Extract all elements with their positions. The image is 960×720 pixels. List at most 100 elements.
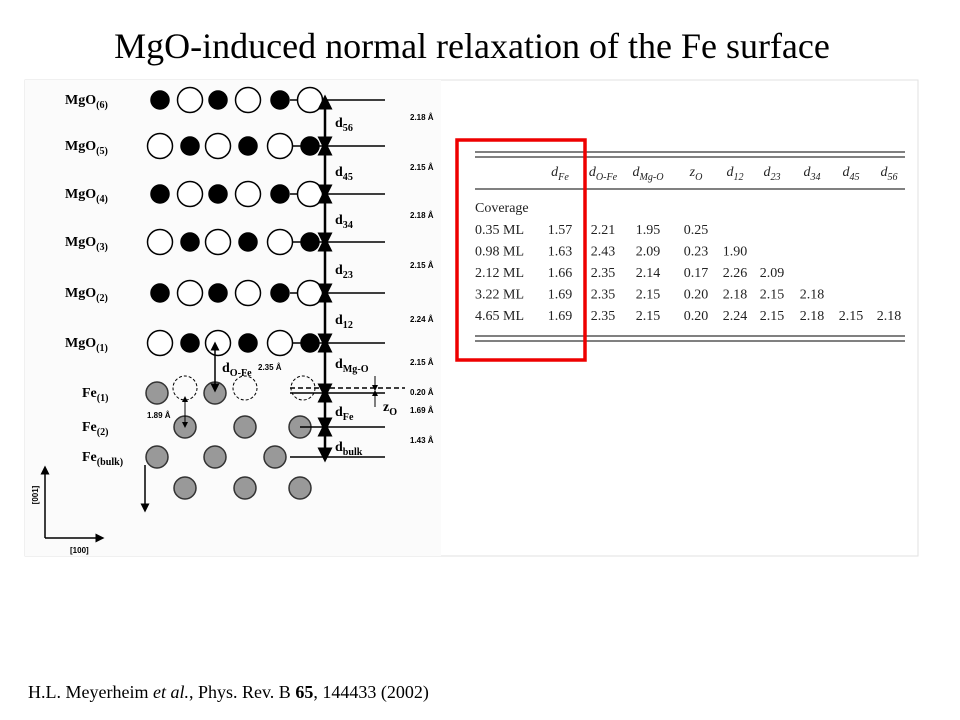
layer-label-sub: (3) [96,242,108,253]
axis-label: [100] [70,546,89,555]
layer-label: MgO(5) [65,139,108,157]
spacing-value: 1.69 Å [410,406,434,415]
layer-label-base: MgO [65,336,96,351]
mg-atom [208,184,228,204]
spacing-label-base: d [335,165,343,180]
table-header-base: d [880,165,888,180]
spacing-label-sub: 34 [343,220,353,231]
diagram-panel [25,80,441,556]
table-header: d23 [763,165,780,183]
layer-label-sub: (6) [96,100,108,111]
table-header-sub: Mg-O [638,172,664,183]
citation: H.L. Meyerheim et al., Phys. Rev. B 65, … [28,682,429,703]
table-header-base: d [726,165,734,180]
table-cell: 1.69 [548,309,573,324]
spacing-label: dO-Fe [222,361,252,379]
spacing-label: dMg-O [335,357,369,375]
layer-label: MgO(1) [65,336,108,354]
layer-label-base: Fe [82,420,97,435]
layer-label-base: MgO [65,286,96,301]
mg-atom [270,283,290,303]
spacing-label-base: d [335,116,343,131]
spacing-label-sub: O [389,407,397,418]
layer-label: MgO(2) [65,286,108,304]
table-header-sub: 12 [733,172,743,183]
table-cell: 2.21 [591,223,616,238]
spacing-label-base: d [335,313,343,328]
o-atom [146,132,174,160]
citation-volume: 65 [295,682,313,702]
fe-atom [145,445,169,469]
layer-label-sub: (2) [96,293,108,304]
table-cell: 2.09 [636,245,661,260]
table-cell: 2.15 [760,288,785,303]
layer-label-base: Fe [82,386,97,401]
spacing-label-sub: 56 [343,123,353,134]
fe-atom [173,476,197,500]
table-cell: 0.17 [684,266,709,281]
spacing-label: d45 [335,165,353,183]
o-atom [296,86,324,114]
table-cell: 1.95 [636,223,661,238]
table-cell: 2.35 [591,288,616,303]
mg-atom [150,184,170,204]
layer-label: MgO(6) [65,93,108,111]
table-cell: 1.90 [723,245,748,260]
table-header-base: d [803,165,811,180]
citation-etal: et al. [153,682,189,702]
table-header-sub: 45 [849,172,859,183]
o-atom [176,180,204,208]
mg-atom [300,333,320,353]
table-cell: 2.14 [636,266,661,281]
layer-label-sub: (5) [96,146,108,157]
o-atom [296,180,324,208]
highlight-box [455,138,587,362]
mg-atom [238,232,258,252]
layer-label: MgO(3) [65,235,108,253]
table-header-sub: O [695,172,703,183]
layer-label-base: Fe [82,450,97,465]
spacing-label-base: d [222,361,230,376]
o-atom [204,329,232,357]
table-header-base: d [551,165,559,180]
o-atom [296,279,324,307]
mg-atom [270,90,290,110]
o-atom [234,180,262,208]
spacing-label: d56 [335,116,353,134]
fe-atom [233,476,257,500]
table-header-sub: O-Fe [596,172,618,183]
layer-label-sub: (1) [97,393,109,404]
vacant-site [172,375,198,401]
row-label: 3.22 ML [475,288,524,303]
o-atom [234,279,262,307]
mg-atom [300,136,320,156]
o-atom [146,329,174,357]
vacant-site [232,375,258,401]
spacing-label-base: d [335,213,343,228]
mg-atom [238,136,258,156]
table-cell: 2.18 [800,288,825,303]
table-header: dMg-O [632,165,664,183]
spacing-label: d34 [335,213,353,231]
spacing-label-sub: Mg-O [343,364,369,375]
table-header-sub: 56 [887,172,897,183]
table-cell: 2.43 [591,245,616,260]
spacing-value: 2.24 Å [410,315,434,324]
fe-atom [288,476,312,500]
spacing-label-base: d [335,263,343,278]
o-atom [204,228,232,256]
mg-atom [300,232,320,252]
spacing-label: d12 [335,313,353,331]
layer-label-sub: (bulk) [97,457,123,468]
spacing-value: 1.43 Å [410,436,434,445]
table-cell: 2.09 [760,266,785,281]
layer-label: Fe(2) [82,420,109,438]
table-cell: 0.23 [684,245,709,260]
spacing-label-sub: 12 [343,320,353,331]
row-label: 0.98 ML [475,245,524,260]
row-label: 0.35 ML [475,223,524,238]
title: MgO-induced normal relaxation of the Fe … [114,26,830,66]
layer-label: Fe(bulk) [82,450,123,468]
table-cell: 0.20 [684,309,709,324]
